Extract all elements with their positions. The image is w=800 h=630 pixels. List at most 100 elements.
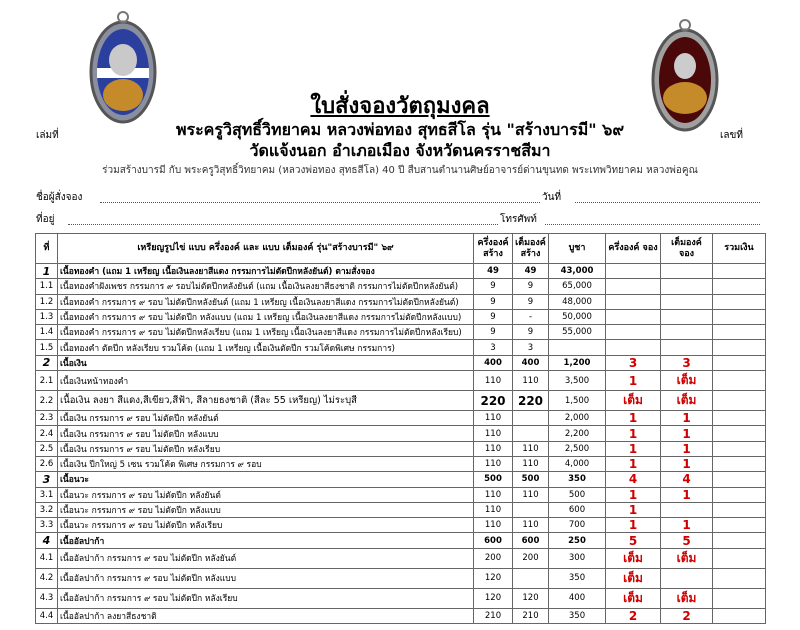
table-cell: 4 xyxy=(660,471,713,488)
table-cell xyxy=(548,339,606,356)
table-cell: 1 xyxy=(660,455,713,473)
table-cell: 110 xyxy=(473,440,513,457)
table-cell: 1 xyxy=(605,370,661,392)
table-cell: 4 xyxy=(605,471,661,488)
table-cell: 2.3 xyxy=(35,410,58,427)
table-cell: 1 xyxy=(605,517,661,534)
table-cell: เนื้อนวะ xyxy=(57,471,474,488)
table-cell: 3.3 xyxy=(35,517,58,534)
column-header: ครึ่งองค์ สร้าง xyxy=(473,233,513,264)
column-header: ครึ่งองค์ จอง xyxy=(605,233,661,264)
phone-field[interactable] xyxy=(545,212,760,225)
table-cell: 3 xyxy=(35,471,58,488)
table-cell: 9 xyxy=(512,278,549,295)
table-cell: 1 xyxy=(605,425,661,442)
table-cell: 350 xyxy=(548,607,606,625)
table-cell: 110 xyxy=(473,425,513,442)
table-row: 1.1 เนื้อทองคำฝังเพชร กรรมการ ๙ รอบไม่ตัด… xyxy=(35,278,766,295)
table-cell xyxy=(660,278,713,295)
table-cell: เต็ม xyxy=(660,547,713,569)
table-cell: 1 xyxy=(605,455,661,473)
table-cell: 210 xyxy=(473,607,513,625)
temple-line: วัดแจ้งนอก อำเภอเมือง จังหวัดนครราชสีมา xyxy=(249,141,551,160)
table-row: 1.2 เนื้อทองคำ กรรมการ ๙ รอบ ไม่ตัดปีกหลั… xyxy=(35,293,766,310)
table-row: 1.5 เนื้อทองคำ ตัดปีก หลังเรียบ รวมโค้ด (… xyxy=(35,339,766,356)
table-cell: 210 xyxy=(512,607,549,625)
orderer-name-label: ชื่อผู้สั่งจอง xyxy=(36,192,83,203)
table-cell: 2,500 xyxy=(548,440,606,457)
table-cell: 1 xyxy=(660,410,713,427)
table-cell: เต็ม xyxy=(605,390,661,412)
column-header: เต็มองค์ สร้าง xyxy=(512,233,549,264)
table-cell: เนื้อนวะ กรรมการ ๙ รอบ ไม่ตัดปีก หลังเรี… xyxy=(57,517,474,534)
date-label: วันที่ xyxy=(542,192,562,203)
table-cell: เนื้ออัลปาก้า ลงยาสีธงชาติ xyxy=(57,607,474,625)
table-cell: 220 xyxy=(473,390,513,412)
table-cell: 4.3 xyxy=(35,587,58,609)
date-field[interactable] xyxy=(575,190,760,203)
table-cell: 1,200 xyxy=(548,354,606,372)
table-cell: 110 xyxy=(512,517,549,534)
table-cell xyxy=(660,324,713,341)
table-cell: เนื้อทองคำ กรรมการ ๙ รอบ ไม่ตัดปีกหลังเร… xyxy=(57,324,474,341)
table-cell: 350 xyxy=(548,471,606,488)
address-label: ที่อยู่ xyxy=(36,214,55,225)
table-cell: 1 xyxy=(660,425,713,442)
table-cell: 48,000 xyxy=(548,293,606,310)
table-cell xyxy=(712,607,766,625)
table-row: 3.2 เนื้อนวะ กรรมการ ๙ รอบ ไม่ตัดปีก หลัง… xyxy=(35,501,766,519)
table-cell: 2 xyxy=(660,607,713,625)
table-cell: 1.5 xyxy=(35,339,58,356)
table-cell: 400 xyxy=(512,354,549,372)
title: ใบสั่งจองวัตถุมงคล xyxy=(310,94,490,119)
table-cell: 65,000 xyxy=(548,278,606,295)
table-row: 2 เนื้อเงิน 400 400 1,200 3 3 xyxy=(35,354,766,372)
table-cell xyxy=(712,547,766,569)
table-cell: 200 xyxy=(473,547,513,569)
table-cell: 50,000 xyxy=(548,308,606,326)
table-cell: 55,000 xyxy=(548,324,606,341)
table-cell xyxy=(660,308,713,326)
table-cell: 9 xyxy=(512,324,549,341)
subtitle: พระครูวิสุทธิ์วิทยาคม หลวงพ่อทอง สุทธสีโ… xyxy=(175,120,625,139)
table-cell: 110 xyxy=(512,440,549,457)
table-row: 2.3 เนื้อเงิน กรรมการ ๙ รอบ ไม่ตัดปีก หลั… xyxy=(35,410,766,427)
table-cell: เนื้ออัลปาก้า xyxy=(57,532,474,549)
table-cell: 2.4 xyxy=(35,425,58,442)
table-cell: 1 xyxy=(605,410,661,427)
left-medal-image xyxy=(89,11,157,124)
table-cell: 49 xyxy=(512,262,549,280)
table-cell xyxy=(512,410,549,427)
table-row: 4.1 เนื้ออัลปาก้า กรรมการ ๙ รอบ ไม่ตัดปีก… xyxy=(35,547,766,569)
table-cell: 3 xyxy=(512,339,549,356)
table-cell: 4.2 xyxy=(35,567,58,589)
table-cell xyxy=(712,370,766,392)
table-cell: 1 xyxy=(35,262,58,280)
table-cell: 2 xyxy=(35,354,58,372)
table-cell xyxy=(712,410,766,427)
table-row: 3.1 เนื้อนวะ กรรมการ ๙ รอบ ไม่ตัดปีก หลัง… xyxy=(35,486,766,503)
table-cell: 2.5 xyxy=(35,440,58,457)
table-cell: 1.4 xyxy=(35,324,58,341)
table-cell: 3.1 xyxy=(35,486,58,503)
table-cell xyxy=(660,501,713,519)
table-cell: เนื้ออัลปาก้า กรรมการ ๙ รอบ ไม่ตัดปีก หล… xyxy=(57,547,474,569)
table-row: 2.1 เนื้อเงินหน้าทองคำ 110 110 3,500 1 เต็ม xyxy=(35,370,766,392)
table-row: 3.3 เนื้อนวะ กรรมการ ๙ รอบ ไม่ตัดปีก หลัง… xyxy=(35,517,766,534)
table-cell: 9 xyxy=(512,293,549,310)
orderer-name-field[interactable] xyxy=(100,190,540,203)
address-field[interactable] xyxy=(68,212,498,225)
table-cell: 2.6 xyxy=(35,455,58,473)
table-cell: 3 xyxy=(605,354,661,372)
table-cell: เนื้อทองคำ (แถม 1 เหรียญ เนื้อเงินลงยาสี… xyxy=(57,262,474,280)
table-cell: 110 xyxy=(473,501,513,519)
table-cell: เนื้อเงิน ปีกใหญ่ 5 เซน รวมโค้ด พิเศษ กร… xyxy=(57,455,474,473)
table-cell: เนื้อเงิน ลงยา สีแดง,สีเขียว,สีฟ้า, สีลา… xyxy=(57,390,474,412)
table-cell xyxy=(712,486,766,503)
table-cell: เนื้อทองคำ ตัดปีก หลังเรียบ รวมโค้ด (แถม… xyxy=(57,339,474,356)
table-cell: 4.1 xyxy=(35,547,58,569)
table-cell: 4,000 xyxy=(548,455,606,473)
table-cell xyxy=(512,425,549,442)
table-cell: 9 xyxy=(473,324,513,341)
table-row: 4.3 เนื้ออัลปาก้า กรรมการ ๙ รอบ ไม่ตัดปีก… xyxy=(35,587,766,609)
